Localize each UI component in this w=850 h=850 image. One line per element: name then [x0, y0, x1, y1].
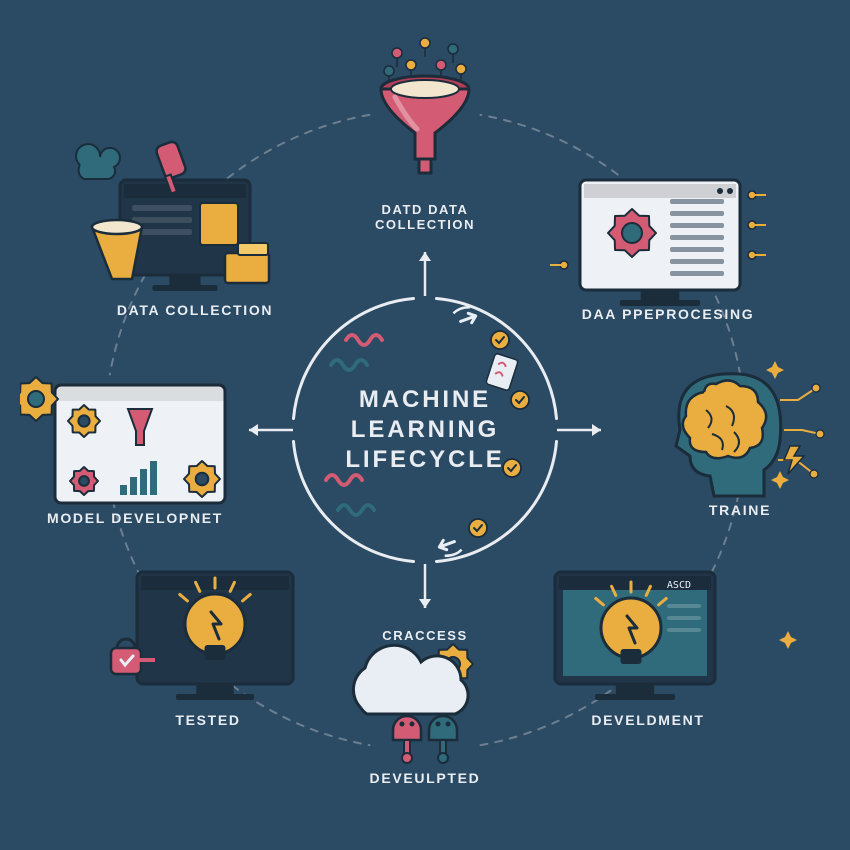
stage-label-train: TRAINE [709, 502, 771, 518]
stage-label-data-preprocessing: DAA PPEPROCESING [582, 306, 755, 322]
stage-development: ASCD [515, 530, 755, 730]
monitor-gear-icon [540, 135, 780, 335]
funnel-icon [305, 15, 545, 215]
stage-label-deployed: DEVEULPTED [370, 770, 481, 786]
stage-label-tested: TESTED [175, 712, 240, 728]
stage-label-model-development: MODEL DEVELOPNET [47, 510, 223, 526]
monitor-bulb-dark-icon [95, 530, 335, 730]
stage-label-development: DEVELDMENT [591, 712, 704, 728]
infographic-stage: MACHINE LEARNING LIFECYCLE DATD DATA COL… [0, 0, 850, 850]
stage-data-collection-top [305, 15, 545, 215]
svg-text:ASCD: ASCD [667, 580, 691, 591]
stage-data-preprocessing [540, 135, 780, 335]
monitor-bulb-light-icon: ASCD [515, 530, 755, 730]
center-title: MACHINE LEARNING LIFECYCLE [345, 385, 504, 475]
stage-tested [95, 530, 335, 730]
stage-label-data-collection: DATA COLLECTION [117, 302, 273, 318]
